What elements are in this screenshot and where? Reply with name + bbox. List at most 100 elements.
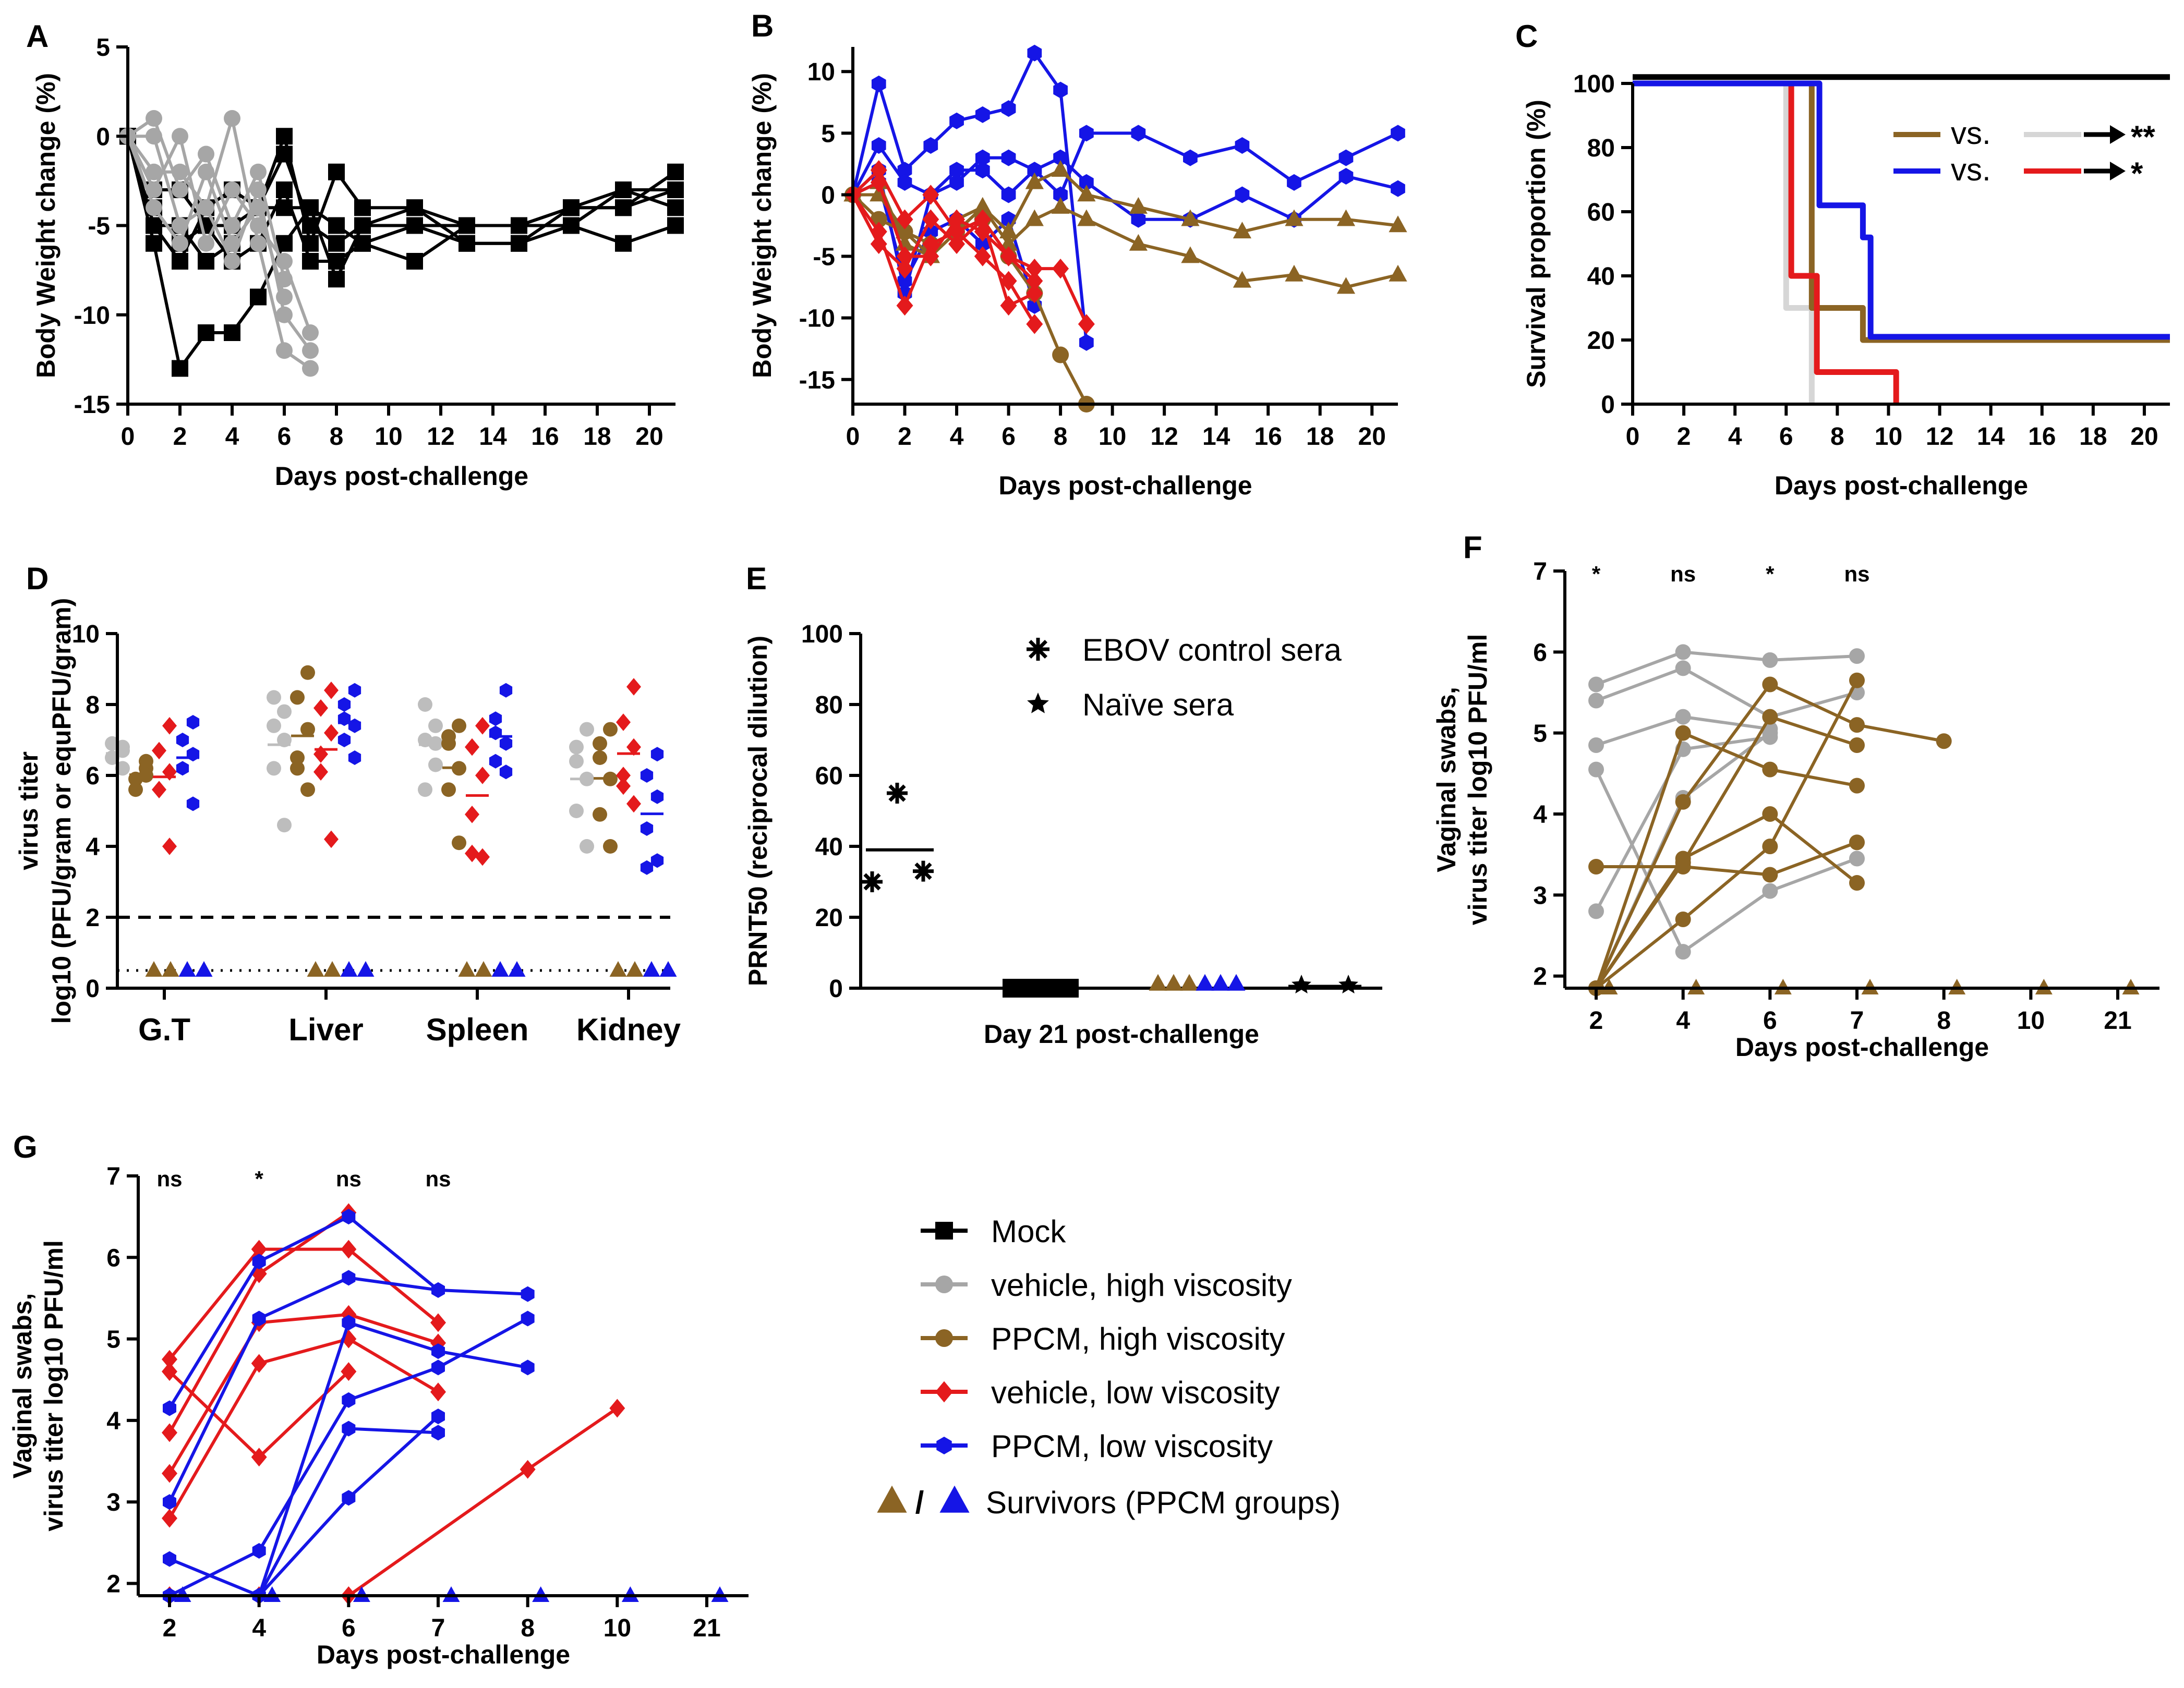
legend: Mock vehicle, high viscosity PPCM, high vi… bbox=[877, 1214, 1341, 1520]
data-point bbox=[499, 764, 513, 780]
data-point bbox=[922, 246, 939, 266]
data-point bbox=[1588, 693, 1604, 709]
series-line bbox=[168, 1247, 439, 1361]
x-tick-label: 6 bbox=[342, 1614, 356, 1642]
data-point bbox=[224, 181, 240, 198]
data-point bbox=[341, 1362, 357, 1381]
x-tick-label: 7 bbox=[1850, 1007, 1864, 1035]
data-point bbox=[499, 736, 513, 751]
data-point bbox=[1588, 903, 1604, 919]
survivor-marker bbox=[659, 961, 677, 977]
ebov-point bbox=[887, 783, 908, 804]
data-point bbox=[146, 163, 162, 180]
survivor-marker bbox=[491, 961, 509, 977]
series-line bbox=[168, 1337, 439, 1520]
data-point bbox=[1675, 911, 1691, 927]
data-point bbox=[1235, 137, 1250, 154]
data-point bbox=[1762, 867, 1778, 883]
data-point bbox=[302, 360, 319, 377]
data-point bbox=[354, 217, 371, 234]
x-tick-label: 8 bbox=[330, 423, 344, 451]
data-point bbox=[897, 174, 912, 191]
x-tick-label: 12 bbox=[427, 423, 454, 451]
data-point bbox=[616, 713, 631, 731]
data-point bbox=[1285, 264, 1304, 282]
data-point bbox=[999, 222, 1018, 239]
data-point bbox=[1027, 44, 1042, 62]
data-point bbox=[250, 199, 267, 216]
data-point bbox=[276, 288, 293, 306]
legend-marker bbox=[935, 1381, 953, 1403]
data-point bbox=[172, 360, 188, 377]
data-point bbox=[1389, 215, 1407, 233]
y-tick-label: 7 bbox=[106, 1163, 120, 1191]
x-axis-label: Days post-challenge bbox=[275, 462, 528, 491]
ppcm-point bbox=[1196, 974, 1214, 991]
data-point bbox=[348, 683, 361, 698]
legend-marker bbox=[935, 1276, 953, 1293]
panel-e: E 0 20 40 60 80 100 EBOV control sera Naïve sera… bbox=[743, 561, 1382, 1049]
data-point bbox=[1053, 186, 1068, 203]
survivor-marker bbox=[145, 961, 163, 977]
data-point bbox=[974, 222, 991, 242]
series-line bbox=[1595, 650, 1857, 686]
data-point bbox=[1849, 875, 1865, 891]
y-axis-label: log10 (PFU/gram or equPFU/gram) bbox=[47, 598, 76, 1024]
data-point bbox=[1675, 944, 1691, 960]
data-point bbox=[300, 665, 315, 680]
data-point bbox=[162, 1362, 177, 1381]
data-point bbox=[615, 181, 632, 198]
survivor-marker bbox=[609, 961, 627, 977]
data-point bbox=[1762, 883, 1778, 899]
survivor-marker bbox=[626, 961, 644, 977]
data-point bbox=[163, 1551, 176, 1567]
data-point bbox=[342, 1392, 356, 1408]
data-point bbox=[1001, 186, 1016, 203]
ppcm-point bbox=[1180, 974, 1199, 991]
survivor-marker bbox=[178, 961, 196, 977]
data-point bbox=[300, 722, 315, 737]
data-point bbox=[1762, 652, 1778, 668]
data-point bbox=[489, 711, 502, 726]
y-axis-label-title: Vaginal swabs, bbox=[8, 1293, 37, 1479]
data-point bbox=[186, 747, 200, 762]
data-point bbox=[1078, 314, 1095, 334]
y-tick-label: 2 bbox=[86, 904, 100, 932]
data-point bbox=[406, 199, 423, 216]
data-point bbox=[569, 754, 584, 769]
data-point bbox=[441, 729, 456, 744]
arrow-head bbox=[2110, 162, 2126, 180]
x-tick-label: 0 bbox=[846, 423, 860, 451]
legend-label: vehicle, high viscosity bbox=[991, 1268, 1292, 1303]
data-point bbox=[324, 724, 339, 742]
data-point bbox=[609, 1399, 625, 1418]
data-point bbox=[1001, 100, 1016, 117]
data-point bbox=[897, 272, 912, 289]
data-point bbox=[1389, 264, 1407, 282]
data-point bbox=[1849, 851, 1865, 867]
data-point bbox=[593, 807, 607, 822]
y-tick-label: -10 bbox=[74, 302, 110, 330]
data-point bbox=[276, 235, 293, 252]
data-point bbox=[162, 837, 177, 855]
x-tick-label: 18 bbox=[1306, 423, 1334, 451]
data-point bbox=[475, 767, 490, 784]
data-point bbox=[667, 163, 684, 180]
data-point bbox=[626, 795, 641, 813]
ebov-point bbox=[862, 871, 883, 892]
x-tick-label: 12 bbox=[1926, 423, 1953, 451]
y-tick-label: 2 bbox=[106, 1571, 120, 1598]
data-point bbox=[252, 1254, 266, 1270]
data-point bbox=[974, 209, 991, 229]
x-tick-label: 8 bbox=[1937, 1007, 1951, 1035]
panel-f: F 2 3 4 5 6 7 2 4 6 7 8 10 21 * ns * ns Days post-challeng… bbox=[1432, 530, 2159, 1062]
data-point bbox=[328, 253, 345, 270]
data-point bbox=[277, 818, 292, 833]
data-point bbox=[569, 804, 584, 818]
x-tick-label: 18 bbox=[2079, 423, 2107, 451]
data-point bbox=[1588, 761, 1604, 778]
survivor-marker bbox=[340, 961, 358, 977]
x-tick-label: 20 bbox=[1358, 423, 1386, 451]
significance: * bbox=[2131, 156, 2143, 191]
